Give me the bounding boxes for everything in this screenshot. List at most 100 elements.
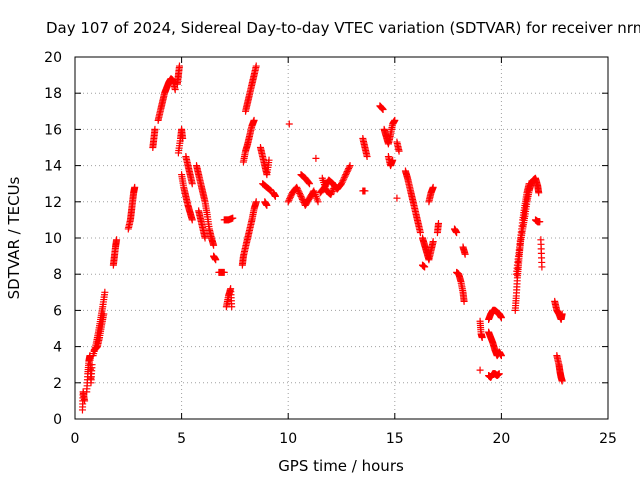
y-tick-label: 10 <box>44 231 62 247</box>
data-point <box>421 263 429 271</box>
data-point <box>88 361 96 369</box>
data-point <box>329 186 337 194</box>
data-points <box>78 62 566 414</box>
data-point <box>536 218 544 226</box>
y-tick-label: 12 <box>44 195 62 211</box>
data-point <box>201 234 209 242</box>
data-point <box>100 310 108 318</box>
data-point <box>338 180 345 188</box>
data-point <box>229 214 237 222</box>
data-point <box>188 180 196 188</box>
data-point <box>558 310 566 318</box>
data-point <box>416 229 424 237</box>
data-point <box>252 198 260 206</box>
data-point <box>151 125 159 133</box>
data-point <box>558 377 566 385</box>
data-point <box>328 188 336 196</box>
data-point <box>285 196 293 204</box>
data-point <box>495 370 503 378</box>
data-point <box>305 179 313 187</box>
data-point <box>453 229 461 237</box>
data-point <box>228 303 236 311</box>
x-axis-label: GPS time / hours <box>278 457 404 475</box>
chart-title: Day 107 of 2024, Sidereal Day-to-day VTE… <box>46 19 640 37</box>
data-point <box>220 268 228 276</box>
data-point <box>306 180 314 188</box>
data-point <box>293 183 301 191</box>
data-point <box>461 250 469 258</box>
data-point <box>389 156 397 164</box>
data-point <box>113 236 121 244</box>
data-point <box>342 169 350 177</box>
data-point <box>298 194 306 202</box>
data-point <box>296 191 304 199</box>
y-tick-label: 6 <box>53 303 62 319</box>
data-point <box>429 238 437 246</box>
data-point <box>338 178 346 186</box>
data-point <box>497 314 505 322</box>
data-point <box>340 174 348 182</box>
data-point <box>343 168 351 176</box>
data-point <box>188 216 196 224</box>
data-point <box>293 185 301 193</box>
data-point <box>435 220 443 228</box>
data-point <box>339 177 347 185</box>
y-tick-label: 4 <box>53 340 62 356</box>
data-point <box>476 366 484 374</box>
data-point <box>314 198 322 206</box>
data-point <box>327 191 335 199</box>
data-point <box>331 182 339 190</box>
data-point <box>171 86 179 94</box>
data-point <box>210 241 218 249</box>
y-tick-label: 0 <box>53 412 62 428</box>
data-point <box>363 153 371 161</box>
data-point <box>344 166 352 174</box>
data-point <box>395 147 403 155</box>
data-point <box>81 397 89 405</box>
data-point <box>271 192 279 200</box>
data-point <box>287 192 295 200</box>
data-point <box>265 156 273 164</box>
data-point <box>342 171 350 179</box>
axis-ticks: 0 5 10 15 20 25 0 2 4 6 8 10 12 14 16 18 20 <box>44 50 617 447</box>
data-point <box>101 288 109 296</box>
grid-lines <box>75 57 608 419</box>
y-tick-label: 18 <box>44 86 62 102</box>
x-tick-label: 25 <box>599 431 617 447</box>
y-tick-label: 16 <box>44 122 62 138</box>
data-point <box>429 183 437 191</box>
data-point <box>179 134 187 142</box>
data-point <box>312 154 320 162</box>
x-tick-label: 10 <box>279 431 297 447</box>
y-tick-label: 8 <box>53 267 62 283</box>
data-point <box>525 180 533 188</box>
data-point <box>535 189 543 197</box>
data-point <box>393 194 401 202</box>
data-point <box>497 352 505 360</box>
data-point <box>341 172 349 180</box>
x-tick-label: 5 <box>177 431 186 447</box>
data-point <box>330 185 338 193</box>
data-point <box>391 116 399 124</box>
data-point <box>295 188 303 196</box>
data-point <box>252 62 260 70</box>
data-point <box>340 175 348 183</box>
data-point <box>263 201 271 209</box>
x-tick-label: 0 <box>71 431 80 447</box>
data-point <box>460 297 468 305</box>
data-point <box>212 256 220 264</box>
y-tick-label: 14 <box>44 159 62 175</box>
data-point <box>250 116 258 124</box>
data-point <box>294 186 302 194</box>
data-point <box>175 62 183 70</box>
data-point <box>284 198 292 206</box>
x-tick-label: 20 <box>492 431 510 447</box>
data-point <box>478 334 486 342</box>
data-point <box>328 189 336 197</box>
x-tick-label: 15 <box>386 431 404 447</box>
y-axis-label: SDTVAR / TECUs <box>5 176 23 299</box>
data-point <box>296 189 304 197</box>
data-point <box>345 163 353 171</box>
data-point <box>286 195 294 203</box>
